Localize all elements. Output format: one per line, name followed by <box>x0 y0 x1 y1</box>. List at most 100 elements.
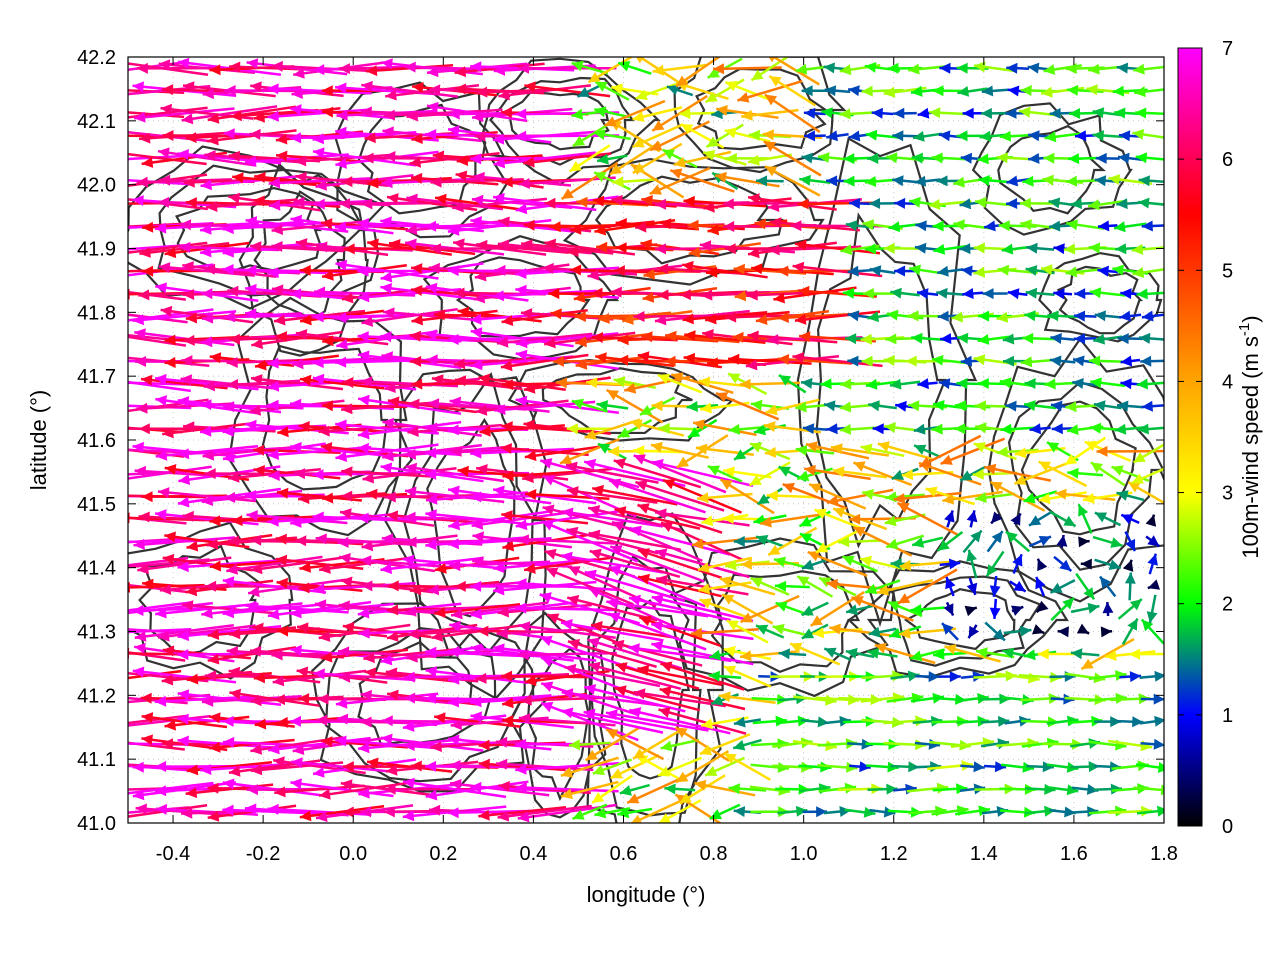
wind-vector-head <box>1136 378 1148 390</box>
wind-vector-head <box>367 238 379 250</box>
wind-vector <box>637 503 723 534</box>
wind-vector-head <box>584 458 597 470</box>
wind-vector-head <box>942 623 954 635</box>
wind-vector-head <box>1074 333 1086 345</box>
wind-vector-head <box>162 84 174 96</box>
wind-vector-head <box>739 378 751 390</box>
wind-vector-head <box>863 806 876 818</box>
wind-vector-head <box>782 482 795 494</box>
wind-vector-head <box>748 247 760 259</box>
wind-vector-head <box>385 764 398 776</box>
wind-vector-head <box>290 517 302 528</box>
wind-vector <box>651 642 754 666</box>
wind-vector-head <box>1065 401 1077 413</box>
wind-vector-head <box>745 359 758 371</box>
wind-vector <box>366 760 453 773</box>
wind-vector-head <box>1114 221 1126 233</box>
wind-vector-head <box>478 809 490 821</box>
wind-vector-head <box>688 246 701 258</box>
wind-vector-head <box>790 220 802 232</box>
wind-vector-head <box>766 490 778 502</box>
wind-vector-head <box>249 404 261 416</box>
wind-vector-head <box>633 748 646 759</box>
wind-vector-head <box>501 670 513 682</box>
wind-vector-head <box>230 110 242 122</box>
wind-vector <box>612 641 703 667</box>
wind-vector-head <box>1049 107 1061 119</box>
wind-vector-head <box>977 378 989 389</box>
wind-vector-head <box>723 665 737 676</box>
wind-vector-head <box>719 576 732 587</box>
wind-vector-head <box>320 651 333 663</box>
wind-vector-head <box>764 446 777 458</box>
wind-vector-head <box>638 573 650 585</box>
wind-vector-head <box>358 394 370 406</box>
wind-vector-head <box>516 337 528 349</box>
wind-vector <box>447 694 552 705</box>
wind-vector-head <box>864 62 877 73</box>
wind-vector-head <box>470 643 483 655</box>
wind-vector-head <box>141 374 153 386</box>
wind-vector-head <box>561 707 574 719</box>
wind-vector-head <box>676 771 689 783</box>
wind-vector-head <box>770 217 782 229</box>
wind-vector-head <box>977 153 989 165</box>
wind-vector <box>588 531 682 551</box>
wind-vector-head <box>705 313 717 325</box>
wind-vector-head <box>228 535 240 547</box>
wind-vector-head <box>115 668 127 679</box>
wind-vector-head <box>425 468 437 480</box>
wind-vector-head <box>1063 515 1076 527</box>
wind-vector-head <box>917 107 930 119</box>
wind-vector-head <box>548 288 560 300</box>
y-tick-label: 41.8 <box>77 302 116 324</box>
wind-vector-head <box>999 130 1011 142</box>
wind-vector-head <box>588 505 601 516</box>
wind-vector-head <box>869 265 882 277</box>
wind-vector-head <box>839 64 852 76</box>
wind-vector-head <box>839 423 852 435</box>
wind-vector-head <box>477 625 489 637</box>
wind-vector-head <box>615 242 627 254</box>
wind-vector-head <box>542 504 555 516</box>
wind-vector-head <box>594 807 607 819</box>
wind-vector-head <box>910 604 922 615</box>
wind-vector-head <box>561 688 574 700</box>
wind-vector-head <box>411 378 423 390</box>
wind-vector-head <box>737 92 750 103</box>
wind-vector-head <box>609 565 622 576</box>
wind-vector-head <box>1081 658 1094 669</box>
wind-vector-head <box>734 449 747 460</box>
wind-vector <box>128 308 214 322</box>
wind-vector-head <box>229 688 242 700</box>
wind-vector-head <box>470 608 483 620</box>
wind-vector-head <box>299 810 312 822</box>
wind-vector-head <box>336 109 348 121</box>
wind-vector-head <box>549 221 561 233</box>
wind-vector-head <box>338 600 350 612</box>
wind-vector-head <box>586 377 598 389</box>
wind-vector <box>591 486 678 506</box>
wind-vector-head <box>773 292 785 304</box>
wind-vector-head <box>716 392 729 403</box>
wind-vector-head <box>389 239 401 250</box>
wind-vector-head <box>606 709 618 720</box>
wind-vector <box>406 196 504 211</box>
wind-vector-head <box>404 448 417 460</box>
wind-vector-head <box>615 662 628 673</box>
wind-vector-head <box>183 289 195 300</box>
wind-vector-head <box>840 378 852 390</box>
wind-vector-head <box>1020 356 1033 368</box>
wind-vector-head <box>1090 462 1103 474</box>
wind-vector-head <box>1086 784 1099 795</box>
wind-vector <box>296 625 388 638</box>
wind-vector-head <box>842 287 855 299</box>
wind-vector-head <box>177 713 189 725</box>
wind-vector-head <box>893 107 905 119</box>
wind-vector <box>409 152 500 165</box>
wind-vector-head <box>410 760 422 772</box>
wind-vector-head <box>1065 454 1078 465</box>
wind-vector-head <box>937 539 950 551</box>
wind-vector-head <box>222 425 234 437</box>
